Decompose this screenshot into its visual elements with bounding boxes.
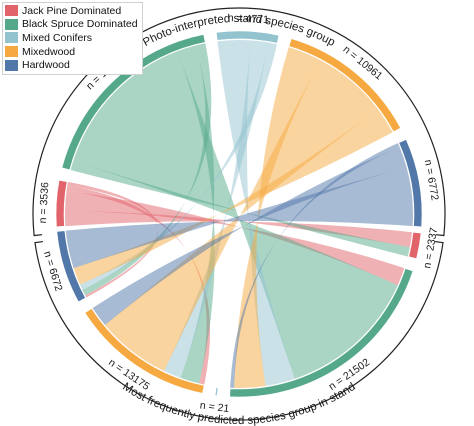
legend-label: Mixed Conifers xyxy=(22,31,93,44)
group-arc xyxy=(55,179,68,228)
bottom-bracket xyxy=(34,240,444,421)
group-arc xyxy=(398,139,423,228)
ribbon xyxy=(64,210,413,248)
group-arc xyxy=(56,230,86,303)
legend-swatch xyxy=(5,59,18,71)
ribbon xyxy=(70,160,410,257)
group-arcs xyxy=(55,30,423,398)
count-label: n = 21 xyxy=(199,399,230,415)
chord-ribbons xyxy=(64,40,414,388)
legend-label: Black Spruce Dominated xyxy=(22,18,138,31)
legend-swatch xyxy=(5,18,18,30)
top-bracket xyxy=(32,7,446,237)
count-label: n = 2337 xyxy=(421,227,440,270)
count-label: n = 4771 xyxy=(227,12,269,26)
group-arc xyxy=(288,38,401,133)
ribbon xyxy=(217,40,295,386)
ribbon xyxy=(234,47,321,388)
legend-item-hardwood: Hardwood xyxy=(5,58,138,72)
count-label: n = 3536 xyxy=(37,182,51,224)
legend-label: Mixedwood xyxy=(22,45,76,58)
legend-swatch xyxy=(5,32,18,44)
ribbon xyxy=(65,167,414,269)
legend-swatch xyxy=(5,5,18,17)
legend: Jack Pine Dominated Black Spruce Dominat… xyxy=(2,2,143,75)
legend-item-jack-pine: Jack Pine Dominated xyxy=(5,4,138,18)
group-arc xyxy=(214,387,219,397)
group-arc xyxy=(215,30,280,44)
ribbon xyxy=(105,60,378,372)
group-arc xyxy=(229,268,414,398)
ribbon xyxy=(73,51,398,379)
legend-item-mixedwood: Mixedwood xyxy=(5,45,138,59)
legend-label: Jack Pine Dominated xyxy=(22,4,122,17)
group-arc xyxy=(408,231,422,260)
group-arc xyxy=(84,308,205,394)
legend-item-black-spruce: Black Spruce Dominated xyxy=(5,18,138,32)
count-label: n = 6772 xyxy=(422,159,441,202)
legend-item-mixed-conifers: Mixed Conifers xyxy=(5,31,138,45)
group-arc xyxy=(61,34,206,171)
legend-label: Hardwood xyxy=(22,59,70,72)
legend-swatch xyxy=(5,46,18,58)
ribbon xyxy=(164,40,269,378)
